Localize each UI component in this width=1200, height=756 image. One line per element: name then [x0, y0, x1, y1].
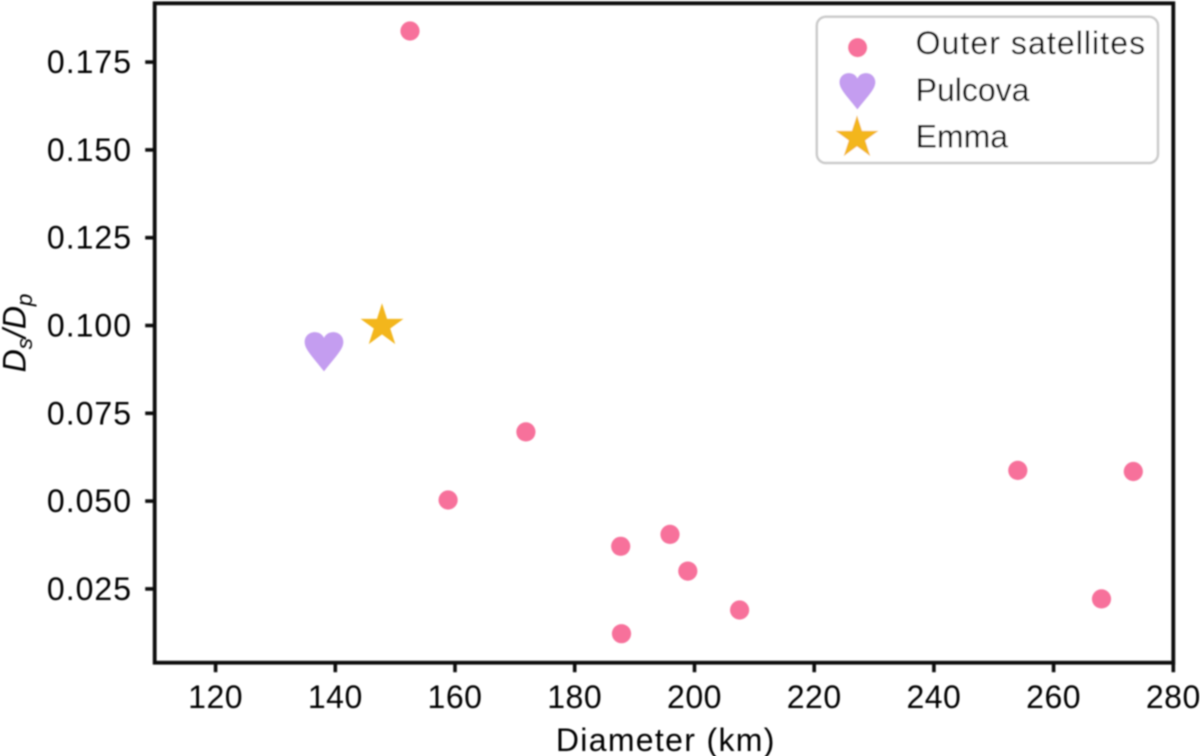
svg-text:260: 260 [1026, 679, 1081, 715]
svg-text:0.050: 0.050 [47, 483, 132, 519]
svg-text:200: 200 [667, 679, 722, 715]
svg-text:220: 220 [787, 679, 842, 715]
svg-text:0.100: 0.100 [47, 308, 132, 344]
svg-text:120: 120 [188, 679, 243, 715]
svg-text:140: 140 [308, 679, 363, 715]
svg-text:0.075: 0.075 [47, 395, 132, 431]
svg-text:160: 160 [428, 679, 483, 715]
svg-text:Emma: Emma [916, 119, 1009, 155]
svg-text:0.025: 0.025 [47, 571, 132, 607]
svg-text:0.125: 0.125 [47, 220, 132, 256]
svg-text:0.150: 0.150 [47, 132, 132, 168]
svg-text:280: 280 [1146, 679, 1200, 715]
svg-text:0.175: 0.175 [47, 44, 132, 80]
svg-text:180: 180 [547, 679, 602, 715]
svg-text:Ds/Dp: Ds/Dp [0, 294, 37, 373]
svg-text:Diameter (km): Diameter (km) [556, 722, 776, 756]
svg-text:Pulcova: Pulcova [916, 72, 1030, 108]
svg-text:Outer satellites: Outer satellites [916, 25, 1147, 61]
svg-text:240: 240 [906, 679, 961, 715]
